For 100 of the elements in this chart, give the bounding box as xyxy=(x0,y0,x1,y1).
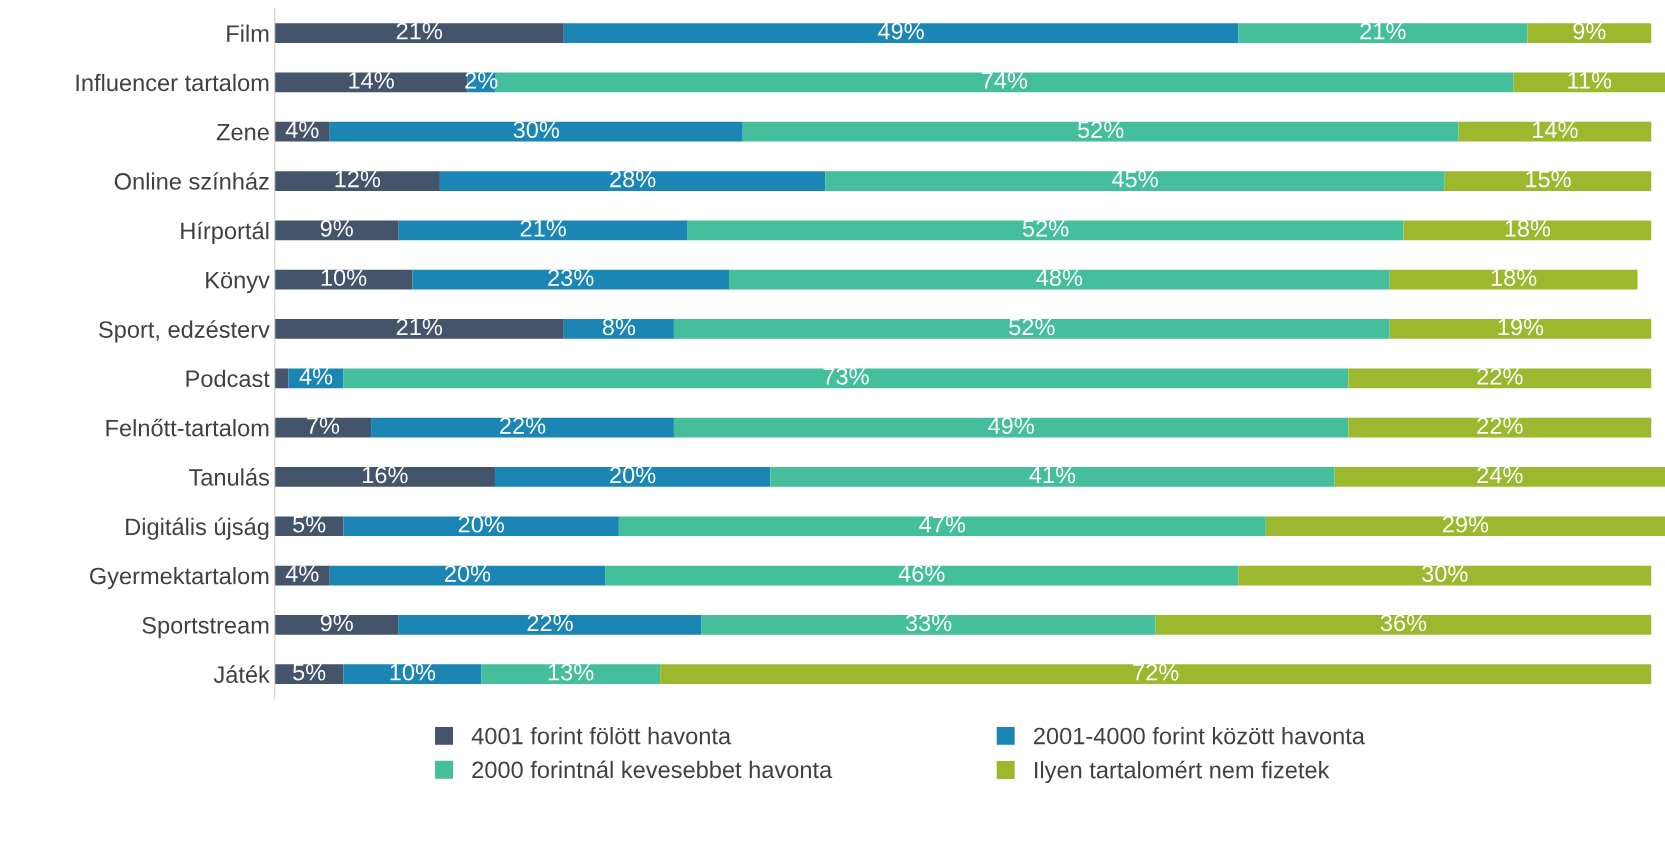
bar xyxy=(673,417,1349,438)
bar xyxy=(343,664,482,685)
data-label: 30% xyxy=(1422,565,1468,582)
bar xyxy=(412,269,729,290)
bar xyxy=(660,664,1652,685)
data-label: 41% xyxy=(1029,466,1076,484)
y-tick-label: Zene xyxy=(216,124,269,141)
y-tick-label: Gyermektartalom xyxy=(90,567,269,590)
bar xyxy=(274,467,495,487)
bar xyxy=(398,615,702,635)
bar xyxy=(673,319,1390,339)
data-label: 49% xyxy=(877,22,924,40)
data-label: 22% xyxy=(527,614,573,632)
data-label: 5% xyxy=(293,515,326,533)
y-tick-label: Sport, edzésterv xyxy=(99,320,270,343)
data-label: 4% xyxy=(285,565,319,582)
bar xyxy=(728,269,1390,290)
bar xyxy=(439,171,826,191)
data-label: 7% xyxy=(307,417,340,434)
data-label: 24% xyxy=(1477,466,1523,484)
data-label: 9% xyxy=(1573,22,1606,40)
data-label: 21% xyxy=(396,22,443,40)
data-label: 48% xyxy=(1036,269,1083,286)
data-label: 28% xyxy=(610,170,656,188)
bar xyxy=(605,565,1239,586)
y-tick-label: Online színház xyxy=(114,172,269,190)
bar xyxy=(329,121,743,142)
y-tick-label: Influencer tartalom xyxy=(76,73,269,92)
bar xyxy=(1403,220,1652,241)
bar xyxy=(371,417,674,438)
bar xyxy=(1348,417,1652,438)
data-label: 36% xyxy=(1380,614,1427,632)
data-label: 4% xyxy=(299,368,333,385)
data-label: 52% xyxy=(1077,121,1124,139)
legend-label: 4001 forint fölött havonta xyxy=(471,727,732,745)
bar xyxy=(274,615,399,635)
data-label: 21% xyxy=(396,318,443,336)
bar xyxy=(1265,516,1665,537)
data-label: 10% xyxy=(390,663,436,681)
data-label: 72% xyxy=(1133,663,1179,681)
bar xyxy=(563,23,1239,43)
data-label: 16% xyxy=(363,466,408,484)
bar xyxy=(1389,269,1638,290)
bar xyxy=(563,319,674,339)
data-label: 30% xyxy=(513,121,560,139)
data-label: 33% xyxy=(905,614,952,632)
data-label: 20% xyxy=(610,466,656,484)
legend-label: 2000 forintnál kevesebbet havonta xyxy=(472,760,833,779)
data-label: 23% xyxy=(548,269,594,286)
bar xyxy=(343,368,1349,389)
data-label: 8% xyxy=(602,318,636,336)
data-label: 45% xyxy=(1111,170,1158,188)
y-tick-label: Tanulás xyxy=(189,468,270,486)
data-label: 5% xyxy=(293,663,326,681)
bar xyxy=(481,664,661,685)
data-label: 46% xyxy=(898,565,945,582)
data-label: 22% xyxy=(1477,417,1523,434)
bar xyxy=(329,565,606,586)
data-label: 73% xyxy=(823,367,869,385)
data-label: 74% xyxy=(981,72,1028,89)
data-label: 12% xyxy=(335,170,381,188)
data-label: 52% xyxy=(1009,318,1055,336)
bar xyxy=(1348,368,1652,389)
bar xyxy=(825,171,1445,191)
data-label: 18% xyxy=(1505,219,1551,237)
data-label: 21% xyxy=(520,219,566,237)
data-label: 29% xyxy=(1442,515,1489,533)
bar xyxy=(1334,467,1665,487)
bar xyxy=(770,467,1335,487)
data-label: 20% xyxy=(458,515,504,533)
data-label: 11% xyxy=(1568,72,1612,89)
bar xyxy=(1458,121,1652,142)
y-tick-label: Digitális újság xyxy=(126,517,269,540)
data-label: 20% xyxy=(445,565,491,582)
bar xyxy=(343,516,619,537)
data-label: 21% xyxy=(1360,22,1406,40)
bar xyxy=(274,269,413,290)
data-label: 52% xyxy=(1022,219,1069,237)
bar xyxy=(1389,319,1652,339)
data-label: 9% xyxy=(320,614,353,632)
y-tick-label: Podcast xyxy=(186,369,270,388)
bar xyxy=(701,615,1156,635)
data-label: 4% xyxy=(285,121,319,138)
bar xyxy=(274,171,440,191)
y-tick-label: Hírportál xyxy=(181,221,269,244)
legend-label: Ilyen tartalomért nem fizetek xyxy=(1035,760,1330,784)
bar xyxy=(274,319,564,339)
data-label: 10% xyxy=(321,269,367,286)
bar xyxy=(274,220,399,241)
bar xyxy=(1155,615,1652,635)
data-label: 15% xyxy=(1526,170,1571,188)
data-label: 19% xyxy=(1498,318,1544,336)
y-tick-label: Sportstream xyxy=(142,616,269,639)
bar xyxy=(398,220,688,241)
data-label: 22% xyxy=(500,417,546,434)
bar xyxy=(1238,565,1652,586)
data-label: 2% xyxy=(465,72,498,89)
data-label: 18% xyxy=(1491,269,1537,286)
data-label: 14% xyxy=(349,72,394,89)
y-tick-label: Játék xyxy=(213,665,270,683)
